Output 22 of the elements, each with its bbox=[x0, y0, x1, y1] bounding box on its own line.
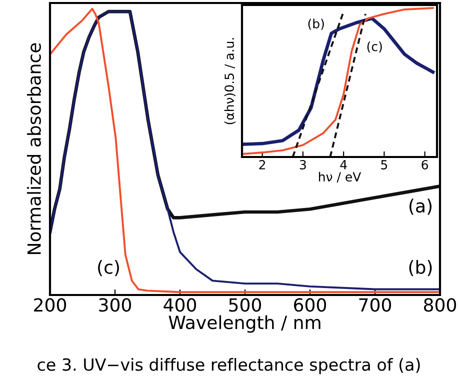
x-tick-label: 500 bbox=[229, 298, 262, 312]
x-tick-label: 3 bbox=[300, 160, 306, 170]
x-tick-label: 2 bbox=[259, 160, 266, 170]
y-axis-title: Normalized absorbance bbox=[26, 43, 41, 254]
annotation: (a) bbox=[409, 198, 432, 215]
x-tick-label: 800 bbox=[424, 298, 456, 312]
annotation: (c) bbox=[98, 260, 119, 276]
x-tick-label: 300 bbox=[99, 298, 132, 312]
y-axis-title: (αhν)0.5 / a.u. bbox=[224, 38, 236, 124]
text: ce 3. UV−vis diffuse reflectance spectra of (a) bbox=[38, 358, 420, 374]
x-tick-label: 5 bbox=[381, 160, 388, 170]
x-tick-label: 400 bbox=[164, 298, 196, 312]
annotation: (c) bbox=[367, 42, 382, 53]
x-tick-label: 4 bbox=[340, 160, 347, 170]
x-tick-label: 600 bbox=[294, 298, 326, 312]
annotation: (b) bbox=[308, 18, 324, 30]
annotation: (b) bbox=[409, 260, 432, 276]
x-tick-label: 6 bbox=[422, 160, 428, 170]
x-axis-title: hν / eV bbox=[318, 172, 362, 183]
x-tick-label: 700 bbox=[359, 298, 392, 312]
x-axis-title: Wavelength / nm bbox=[168, 315, 320, 333]
x-tick-label: 200 bbox=[34, 298, 66, 312]
